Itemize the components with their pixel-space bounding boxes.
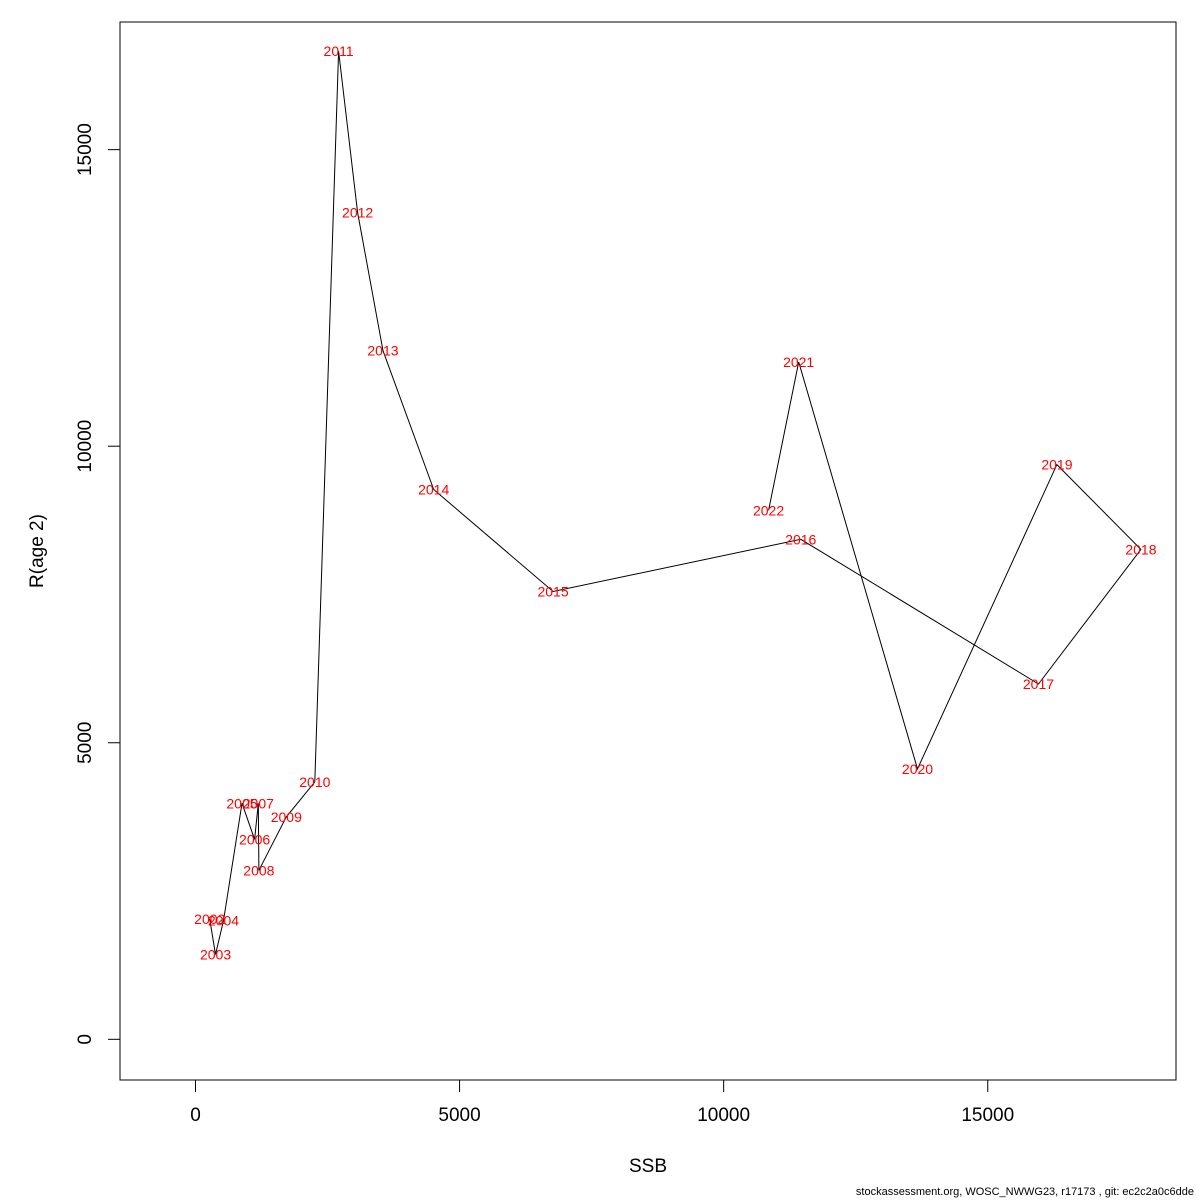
point-label-2021: 2021 <box>783 354 814 370</box>
point-label-2015: 2015 <box>537 584 568 600</box>
point-label-2003: 2003 <box>200 946 231 962</box>
point-label-2008: 2008 <box>243 862 274 878</box>
series-line <box>209 51 1142 955</box>
point-labels: 2002 2003 2004 2005 2006 2007 2008 2009 2010 2011… <box>194 43 1157 962</box>
footer-text: stockassessment.org, WOSC_NWWG23, r17173… <box>856 1186 1194 1198</box>
x-tick-label: 15000 <box>961 1105 1014 1126</box>
y-tick-label: 10000 <box>75 420 96 473</box>
point-label-2005: 2005 <box>226 795 257 811</box>
point-label-2018: 2018 <box>1125 541 1156 557</box>
y-axis: 0 5000 10000 15000 <box>75 123 121 1045</box>
point-label-2004: 2004 <box>208 913 239 929</box>
y-tick-label: 0 <box>75 1034 96 1045</box>
x-axis: 0 5000 10000 15000 <box>190 1079 1014 1126</box>
point-label-2013: 2013 <box>367 343 398 359</box>
x-tick-label: 5000 <box>438 1105 480 1126</box>
point-label-2019: 2019 <box>1041 457 1072 473</box>
x-axis-label: SSB <box>629 1156 667 1177</box>
point-label-2017: 2017 <box>1023 676 1054 692</box>
y-axis-label: R(age 2) <box>27 514 48 588</box>
y-tick-label: 5000 <box>75 722 96 764</box>
y-tick-label: 15000 <box>75 123 96 176</box>
point-label-2002: 2002 <box>194 911 225 927</box>
point-label-2022: 2022 <box>753 502 784 518</box>
point-label-2016: 2016 <box>785 531 816 547</box>
point-label-2007: 2007 <box>243 795 274 811</box>
point-label-2009: 2009 <box>271 809 302 825</box>
x-tick-label: 0 <box>190 1105 201 1126</box>
point-label-2006: 2006 <box>239 831 270 847</box>
point-label-2011: 2011 <box>324 43 354 59</box>
point-label-2012: 2012 <box>342 205 373 221</box>
point-label-2010: 2010 <box>299 774 330 790</box>
x-tick-label: 10000 <box>697 1105 750 1126</box>
point-label-2014: 2014 <box>418 481 449 497</box>
point-label-2020: 2020 <box>902 761 933 777</box>
